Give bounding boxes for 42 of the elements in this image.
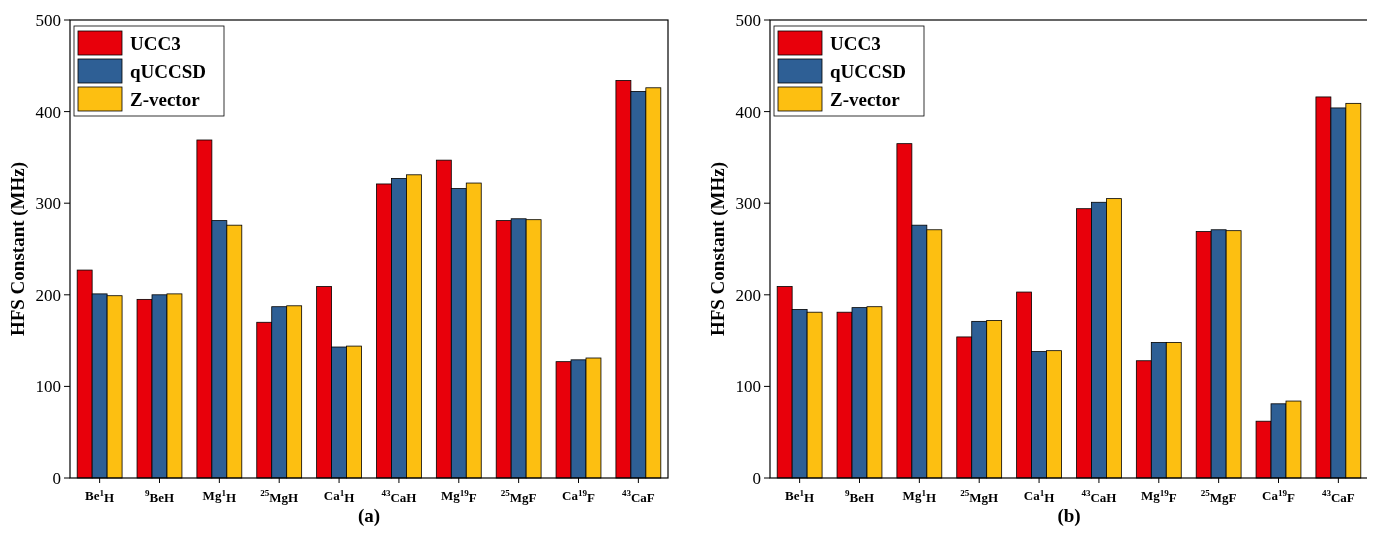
x-tick-label: Ca$^{1}$H — [323, 487, 355, 505]
y-tick-label: 0 — [752, 468, 761, 488]
y-tick-label: 100 — [735, 377, 761, 397]
x-axis-title: (b) — [1057, 505, 1081, 527]
legend-label: UCC3 — [830, 32, 881, 54]
x-tick-label: $^{43}$CaF — [621, 487, 655, 505]
x-tick-label: $^{43}$CaH — [381, 487, 417, 505]
y-tick-label: 400 — [35, 102, 61, 122]
x-tick-label: $^{43}$CaH — [1081, 487, 1117, 505]
x-tick-label: Mg$^{1}$H — [902, 487, 937, 505]
x-tick-label: Ca$^{1}$H — [1023, 487, 1055, 505]
y-tick-label: 100 — [35, 377, 61, 397]
x-tick-label: Ca$^{19}$F — [562, 487, 596, 505]
legend-label: UCC3 — [130, 32, 181, 54]
x-tick-label: $^{25}$MgF — [500, 487, 537, 505]
x-tick-label: Be$^{1}$H — [85, 487, 115, 505]
x-tick-label: Mg$^{1}$H — [202, 487, 237, 505]
x-tick-label: $^{25}$MgF — [1200, 487, 1237, 505]
y-tick-label: 200 — [35, 285, 61, 305]
y-tick-label: 200 — [735, 285, 761, 305]
y-tick-label: 500 — [735, 10, 761, 30]
x-tick-label: $^{9}$BeH — [844, 487, 875, 505]
y-axis-title: HFS Constant (MHz) — [707, 161, 729, 337]
x-tick-label: Ca$^{19}$F — [1262, 487, 1296, 505]
x-tick-label: Be$^{1}$H — [785, 487, 815, 505]
y-axis-title: HFS Constant (MHz) — [7, 161, 29, 337]
y-tick-label: 500 — [35, 10, 61, 30]
x-tick-label: $^{25}$MgH — [260, 487, 299, 505]
x-tick-label: $^{9}$BeH — [144, 487, 175, 505]
y-tick-label: 400 — [735, 102, 761, 122]
y-tick-label: 300 — [735, 194, 761, 214]
legend-label: Z-vector — [830, 88, 901, 110]
x-axis-title: (a) — [357, 505, 381, 527]
y-tick-label: 0 — [52, 468, 61, 488]
x-tick-label: Mg$^{19}$F — [1140, 487, 1177, 505]
x-tick-label: $^{43}$CaF — [1321, 487, 1355, 505]
y-tick-label: 300 — [35, 194, 61, 214]
legend-label: Z-vector — [130, 88, 201, 110]
x-tick-label: Mg$^{19}$F — [440, 487, 477, 505]
legend-label: qUCCSD — [130, 60, 207, 82]
x-tick-label: $^{25}$MgH — [960, 487, 999, 505]
legend-label: qUCCSD — [830, 60, 907, 82]
